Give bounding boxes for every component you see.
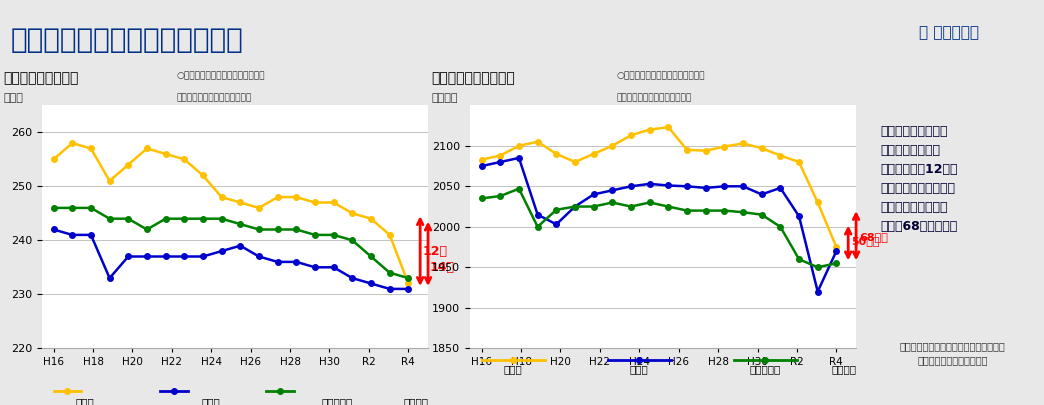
Text: パートタイムを除く一般労働者: パートタイムを除く一般労働者 <box>617 93 692 102</box>
Text: （年度）: （年度） <box>404 397 429 405</box>
Text: 68時間: 68時間 <box>859 232 888 241</box>
Text: 建設業: 建設業 <box>76 397 95 405</box>
Text: 建設業: 建設業 <box>504 364 523 375</box>
Text: （時間）: （時間） <box>431 93 457 103</box>
Text: 建設産業における働き方の現状: 建設産業における働き方の現状 <box>10 26 243 54</box>
Text: パートタイムを除く一般労働者: パートタイムを除く一般労働者 <box>176 93 253 102</box>
Text: 産業別年間出勤日数: 産業別年間出勤日数 <box>3 71 78 85</box>
Text: 調査産業計: 調査産業計 <box>750 364 781 375</box>
Text: 製造業: 製造業 <box>630 364 648 375</box>
Text: 14日: 14日 <box>430 261 455 274</box>
Text: ○厚生労働省「毎月勤労統計調査」: ○厚生労働省「毎月勤労統計調査」 <box>617 71 705 80</box>
Text: ○厚生労働省「毎月勤労統計調査」: ○厚生労働省「毎月勤労統計調査」 <box>176 71 265 80</box>
Text: 12日: 12日 <box>422 245 447 258</box>
Text: 製造業: 製造業 <box>201 397 220 405</box>
Text: 出典：厚生労働省「毎月勤労統計調査」
年度報より国土交通省作成: 出典：厚生労働省「毎月勤労統計調査」 年度報より国土交通省作成 <box>900 341 1005 365</box>
Text: 50時間: 50時間 <box>851 236 880 245</box>
Text: 調査産業計: 調査産業計 <box>322 397 353 405</box>
Text: 建設業について、年
間の出勤日数は全
産業と比べて12日多
い。また、年間の総実
労働時間は全産業と
比べて68時間長い。: 建設業について、年 間の出勤日数は全 産業と比べて12日多 い。また、年間の総実… <box>880 126 957 233</box>
Text: 🌐 国土交通省: 🌐 国土交通省 <box>919 25 978 40</box>
Text: （年度）: （年度） <box>832 364 857 375</box>
Text: 産業別年間実労働時間: 産業別年間実労働時間 <box>431 71 515 85</box>
Text: （日）: （日） <box>3 93 23 103</box>
